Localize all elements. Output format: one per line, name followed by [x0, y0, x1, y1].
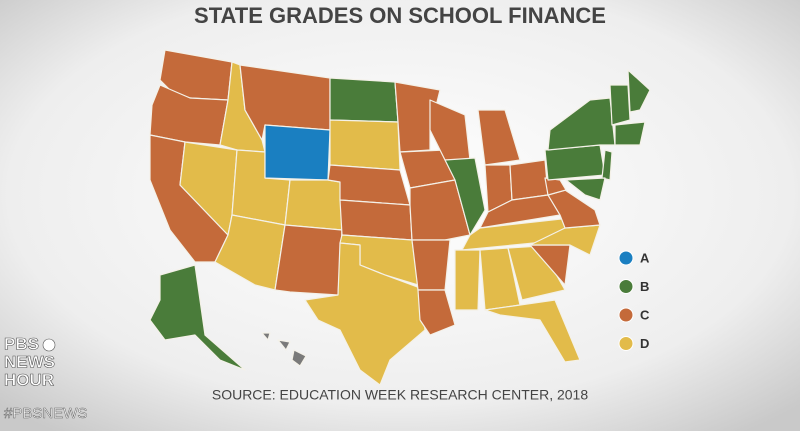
logo: PBS NEWS HOUR #PBSNEWS — [4, 334, 88, 422]
state — [329, 119, 401, 171]
state — [339, 199, 413, 241]
legend-swatch — [618, 250, 634, 266]
state — [304, 242, 426, 386]
legend-label: C — [640, 307, 650, 322]
logo-line: NEWS — [4, 352, 55, 371]
legend-swatch — [618, 307, 634, 323]
legend-label: D — [640, 336, 649, 351]
state — [291, 349, 307, 367]
state — [565, 177, 606, 201]
state — [264, 124, 331, 181]
state — [394, 81, 441, 153]
legend-swatch — [618, 336, 634, 351]
state — [417, 289, 456, 336]
state — [609, 84, 631, 126]
state — [274, 224, 343, 296]
state — [601, 149, 613, 181]
logo-line: PBS — [4, 334, 39, 353]
state — [477, 109, 521, 166]
state — [277, 339, 291, 351]
state — [509, 159, 549, 201]
state — [149, 264, 246, 371]
source: SOURCE: EDUCATION WEEK RESEARCH CENTER, … — [212, 387, 588, 403]
state — [627, 69, 651, 113]
legend-label: A — [640, 250, 650, 265]
state — [149, 84, 229, 146]
us-map — [149, 49, 651, 386]
logo-icon — [42, 338, 56, 352]
legend-label: B — [640, 279, 649, 294]
state — [544, 144, 606, 181]
state — [284, 179, 343, 231]
state — [411, 239, 451, 291]
state — [484, 299, 581, 363]
legend-swatch — [618, 279, 634, 294]
state — [529, 224, 601, 256]
logo-handle: #PBSNEWS — [4, 405, 87, 422]
state — [444, 157, 486, 236]
state — [261, 332, 271, 341]
state — [329, 77, 399, 123]
state — [507, 245, 566, 301]
logo-line: HOUR — [4, 370, 54, 389]
state — [327, 164, 411, 206]
state — [454, 249, 481, 311]
title: STATE GRADES ON SCHOOL FINANCE — [194, 3, 606, 28]
state — [614, 121, 646, 146]
